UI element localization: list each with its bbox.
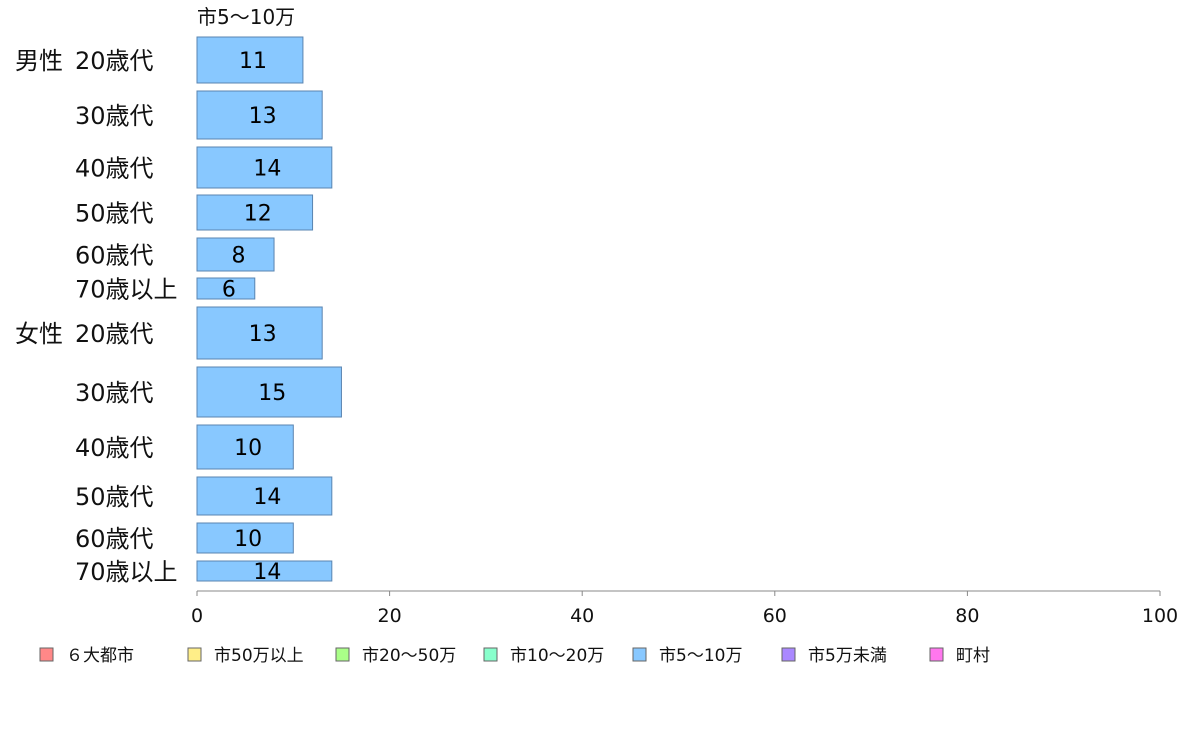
bar-value-label: 14 — [253, 485, 281, 510]
bar — [196, 146, 333, 189]
category-label: 50歳代 — [75, 200, 154, 228]
bar — [196, 306, 323, 360]
x-tick-label: 40 — [570, 605, 594, 627]
bar-value-label: 6 — [222, 278, 236, 303]
x-tick-label: 20 — [378, 605, 402, 627]
bar-value-label: 11 — [239, 49, 267, 74]
legend-swatch — [335, 647, 350, 662]
legend-swatch — [187, 647, 202, 662]
bar — [196, 277, 256, 300]
category-label: 70歳以上 — [75, 558, 178, 586]
x-axis: 0 20 40 60 80 100 — [191, 590, 1178, 627]
category-label: 30歳代 — [75, 379, 154, 407]
x-tick-label: 80 — [955, 605, 979, 627]
bar-value-label: 12 — [244, 202, 272, 227]
bar — [196, 36, 304, 84]
legend-label: 市20〜50万 — [362, 646, 456, 666]
group-label: 男性 — [15, 47, 63, 75]
category-label: 20歳代 — [75, 47, 154, 75]
bar — [196, 366, 342, 418]
bar — [196, 522, 294, 554]
category-label: 20歳代 — [75, 320, 154, 348]
bar — [196, 424, 294, 470]
legend-label: 町村 — [956, 646, 990, 666]
legend-swatch — [781, 647, 796, 662]
legend-swatch — [39, 647, 54, 662]
bar-value-label: 10 — [234, 436, 262, 461]
legend-swatch — [929, 647, 944, 662]
bar-value-label: 14 — [253, 560, 281, 585]
category-label: 70歳以上 — [75, 276, 178, 304]
category-label: 60歳代 — [75, 525, 154, 553]
bar-value-label: 10 — [234, 527, 262, 552]
legend-label: 市5万未満 — [808, 646, 887, 666]
category-label: 30歳代 — [75, 102, 154, 130]
series-title: 市5〜10万 — [197, 5, 295, 29]
x-tick-label: 0 — [191, 605, 203, 627]
bar — [196, 560, 333, 582]
legend-label: ６大都市 — [66, 646, 134, 666]
x-tick-label: 100 — [1142, 605, 1178, 627]
bar-value-label: 14 — [253, 157, 281, 182]
legend: ６大都市 市50万以上 市20〜50万 市10〜20万 市5〜10万 市5万未満 町村 — [39, 646, 990, 666]
group-label: 女性 — [15, 320, 63, 348]
category-label: 50歳代 — [75, 483, 154, 511]
bars: 11 13 14 12 8 6 13 15 10 14 10 14 — [196, 36, 342, 585]
bar — [196, 237, 275, 272]
bar-value-label: 13 — [249, 322, 277, 347]
bar-value-label: 13 — [249, 104, 277, 129]
legend-label: 市5〜10万 — [659, 646, 742, 666]
bar — [196, 476, 333, 516]
bar-value-label: 15 — [258, 381, 286, 406]
category-label: 60歳代 — [75, 242, 154, 270]
legend-label: 市10〜20万 — [510, 646, 604, 666]
x-tick-label: 60 — [763, 605, 787, 627]
category-label: 40歳代 — [75, 155, 154, 183]
legend-swatch — [483, 647, 498, 662]
legend-label: 市50万以上 — [214, 646, 304, 666]
bar — [196, 90, 323, 140]
category-label: 40歳代 — [75, 434, 154, 462]
bar-value-label: 8 — [232, 244, 246, 269]
bar — [196, 194, 314, 231]
legend-swatch — [632, 647, 647, 662]
